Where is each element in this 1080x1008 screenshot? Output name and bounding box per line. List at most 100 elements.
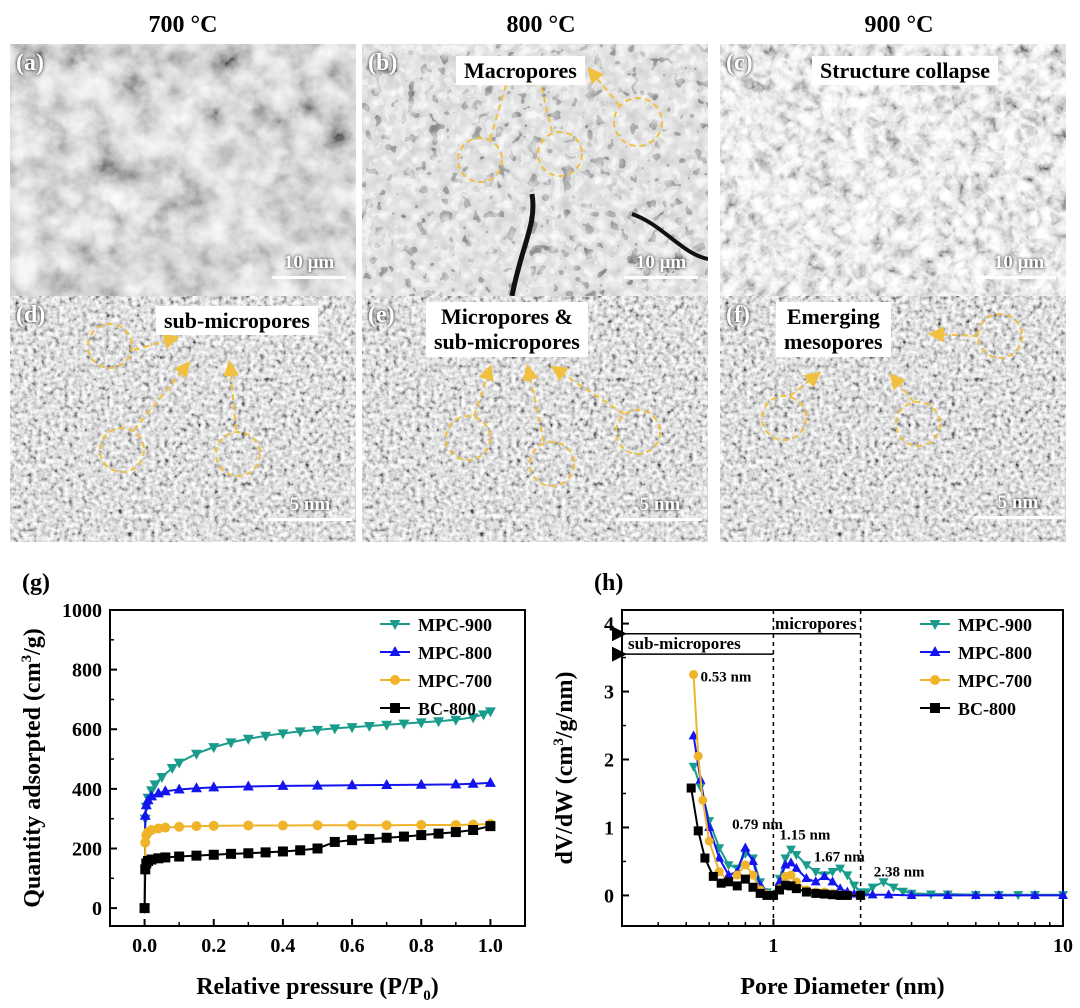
y-tick-label: 800	[72, 660, 102, 682]
data-point	[208, 849, 219, 860]
data-point	[811, 888, 821, 898]
data-point	[398, 719, 410, 730]
data-point	[190, 782, 202, 793]
annotation-sub-micropores: sub-micropores	[156, 306, 318, 336]
data-point	[791, 884, 801, 894]
data-point	[416, 819, 427, 830]
sem-image-b: (b) Macropores 10 μm	[362, 44, 708, 296]
data-point	[819, 889, 829, 899]
data-point	[867, 883, 878, 893]
data-point	[786, 857, 796, 867]
data-point	[381, 832, 392, 843]
data-point	[174, 851, 185, 862]
scale-bar-d: 5 nm	[268, 494, 352, 521]
scale-bar-a: 10 μm	[272, 252, 346, 279]
annotation-line2: mesopores	[784, 329, 883, 355]
data-point	[768, 890, 778, 900]
data-point	[450, 715, 462, 726]
x-tick-label: 1	[768, 935, 778, 957]
data-point	[714, 844, 725, 854]
data-point	[723, 869, 734, 879]
y-tick-label: 1	[604, 817, 614, 839]
series-mpc-900	[139, 707, 496, 915]
data-point	[693, 751, 703, 761]
data-point	[381, 820, 392, 831]
annotation-line1: Micropores &	[441, 304, 573, 329]
legend-marker	[929, 646, 941, 656]
data-point	[225, 738, 237, 749]
data-point	[861, 888, 872, 898]
data-point	[801, 861, 812, 871]
data-point	[467, 713, 479, 724]
data-point	[416, 830, 427, 841]
x-tick-label: 10	[1053, 935, 1073, 957]
data-point	[835, 864, 846, 874]
panel-label-f: (f)	[726, 302, 750, 328]
legend-marker	[389, 646, 401, 656]
series-line	[143, 710, 491, 909]
data-point	[467, 777, 479, 788]
series-bc-800	[139, 821, 496, 914]
data-point	[173, 783, 185, 794]
y-tick-label: 0	[604, 885, 614, 907]
data-point	[970, 890, 981, 900]
annotation-macropores: Macropores	[456, 56, 585, 86]
x-axis-label: Pore Diameter (nm)	[740, 974, 944, 1000]
legend-label: MPC-700	[418, 671, 492, 691]
data-point	[484, 707, 496, 718]
y-tick-label: 0	[92, 898, 102, 920]
data-point	[329, 724, 341, 735]
data-point	[888, 883, 899, 893]
data-point	[748, 856, 758, 866]
data-point	[140, 837, 151, 848]
data-point	[190, 749, 202, 760]
data-point	[243, 848, 254, 859]
data-point	[381, 720, 393, 731]
data-point	[740, 860, 750, 870]
data-point	[260, 847, 271, 858]
peak-label: 0.79 nm	[732, 817, 783, 833]
data-point	[819, 870, 830, 880]
x-tick-label: 0.0	[132, 935, 157, 957]
data-point	[993, 890, 1004, 900]
plot-frame	[621, 609, 1064, 927]
x-tick-label: 0.8	[409, 935, 434, 957]
x-tick-label: 0.4	[270, 935, 295, 957]
legend-marker	[390, 703, 400, 713]
data-point	[468, 825, 479, 836]
data-point	[786, 870, 796, 880]
sem-image-c: (c) Structure collapse 10 μm	[720, 44, 1066, 296]
annotation-line1: Emerging	[786, 304, 880, 329]
data-point	[849, 881, 860, 891]
data-point	[312, 779, 323, 790]
x-tick-label: 0.6	[340, 935, 365, 957]
data-point	[346, 779, 358, 790]
data-point	[786, 881, 796, 891]
data-point	[149, 780, 161, 791]
y-tick-label: 2	[604, 750, 614, 772]
data-point	[381, 778, 393, 789]
panel-label-d: (d)	[16, 302, 46, 328]
data-point	[835, 883, 846, 893]
legend-label: MPC-900	[958, 615, 1032, 635]
annotation-line2: sub-micropores	[434, 329, 580, 355]
data-point	[174, 821, 185, 832]
data-point	[173, 758, 185, 769]
data-point	[724, 877, 734, 887]
data-point	[146, 790, 157, 801]
legend-label: MPC-900	[418, 615, 492, 635]
data-point	[740, 874, 750, 884]
data-point	[153, 853, 164, 864]
series-mpc-700	[139, 819, 496, 914]
annotation-structure-collapse: Structure collapse	[812, 56, 999, 86]
data-point	[801, 873, 812, 883]
data-point	[243, 820, 254, 831]
x-axis-label: Relative pressure (P/P0)	[196, 974, 439, 1004]
data-point	[780, 880, 790, 890]
data-point	[415, 718, 427, 729]
data-point	[277, 846, 288, 857]
data-point	[363, 721, 375, 732]
scale-bar-b: 10 μm	[624, 252, 698, 279]
data-point	[842, 871, 853, 881]
data-point	[827, 876, 838, 886]
